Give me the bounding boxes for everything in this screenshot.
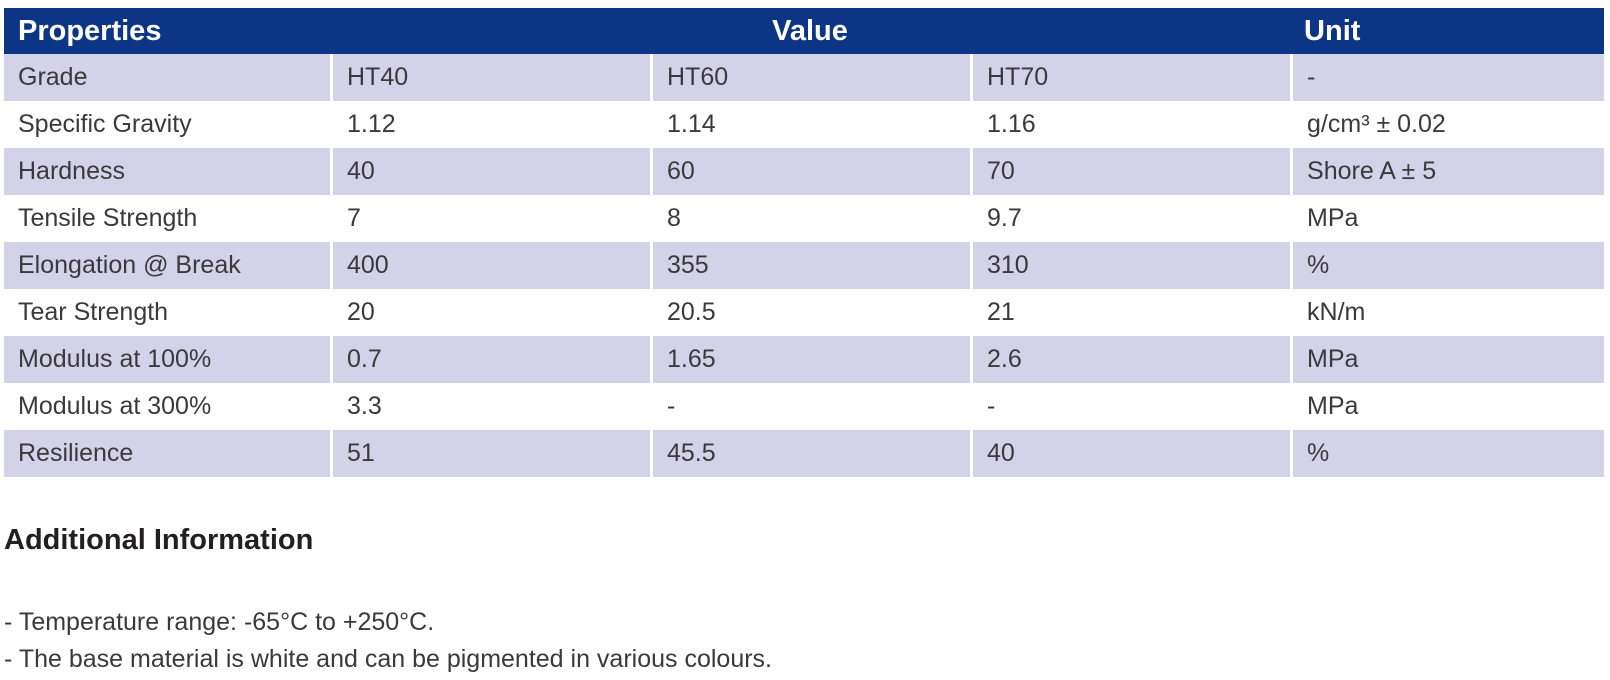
info-line-base-material: - The base material is white and can be …: [4, 645, 773, 673]
ht40-cell: 0.7: [330, 336, 650, 383]
property-cell: Tensile Strength: [4, 195, 330, 242]
ht60-cell: 20.5: [650, 289, 970, 336]
ht40-cell: HT40: [330, 54, 650, 101]
unit-cell: g/cm³ ± 0.02: [1290, 101, 1605, 148]
unit-cell: %: [1290, 242, 1605, 289]
table-header: Properties Value Unit: [4, 8, 1605, 54]
ht70-cell: 21: [970, 289, 1291, 336]
header-value: Value: [330, 8, 1291, 54]
header-properties: Properties: [4, 8, 330, 54]
ht40-cell: 1.12: [330, 101, 650, 148]
ht60-cell: 1.65: [650, 336, 970, 383]
ht70-cell: -: [970, 383, 1291, 430]
ht60-cell: HT60: [650, 54, 970, 101]
ht40-cell: 40: [330, 148, 650, 195]
unit-cell: MPa: [1290, 383, 1605, 430]
table-row: Grade HT40 HT60 HT70 -: [4, 54, 1605, 101]
ht70-cell: 310: [970, 242, 1291, 289]
ht60-cell: 8: [650, 195, 970, 242]
unit-cell: Shore A ± 5: [1290, 148, 1605, 195]
ht70-cell: 2.6: [970, 336, 1291, 383]
ht40-cell: 7: [330, 195, 650, 242]
table-body: Grade HT40 HT60 HT70 - Specific Gravity …: [4, 54, 1605, 477]
ht70-cell: 40: [970, 430, 1291, 477]
ht60-cell: 355: [650, 242, 970, 289]
unit-cell: MPa: [1290, 195, 1605, 242]
ht60-cell: 45.5: [650, 430, 970, 477]
additional-info-list: - Temperature range: -65°C to +250°C. - …: [4, 604, 772, 678]
ht40-cell: 20: [330, 289, 650, 336]
ht70-cell: 1.16: [970, 101, 1291, 148]
property-cell: Resilience: [4, 430, 330, 477]
unit-cell: MPa: [1290, 336, 1605, 383]
unit-cell: kN/m: [1290, 289, 1605, 336]
header-row: Properties Value Unit: [4, 8, 1605, 54]
property-cell: Elongation @ Break: [4, 242, 330, 289]
ht70-cell: 70: [970, 148, 1291, 195]
property-cell: Modulus at 300%: [4, 383, 330, 430]
table-row: Resilience 51 45.5 40 %: [4, 430, 1605, 477]
unit-cell: -: [1290, 54, 1605, 101]
property-cell: Hardness: [4, 148, 330, 195]
property-cell: Tear Strength: [4, 289, 330, 336]
info-line-temperature: - Temperature range: -65°C to +250°C.: [4, 608, 435, 636]
property-cell: Specific Gravity: [4, 101, 330, 148]
ht60-cell: 60: [650, 148, 970, 195]
ht40-cell: 400: [330, 242, 650, 289]
ht70-cell: 9.7: [970, 195, 1291, 242]
property-cell: Grade: [4, 54, 330, 101]
ht60-cell: -: [650, 383, 970, 430]
table-row: Tensile Strength 7 8 9.7 MPa: [4, 195, 1605, 242]
header-unit: Unit: [1290, 8, 1605, 54]
property-cell: Modulus at 100%: [4, 336, 330, 383]
ht60-cell: 1.14: [650, 101, 970, 148]
ht70-cell: HT70: [970, 54, 1291, 101]
table-row: Hardness 40 60 70 Shore A ± 5: [4, 148, 1605, 195]
ht40-cell: 51: [330, 430, 650, 477]
ht40-cell: 3.3: [330, 383, 650, 430]
table-row: Specific Gravity 1.12 1.14 1.16 g/cm³ ± …: [4, 101, 1605, 148]
table-row: Modulus at 300% 3.3 - - MPa: [4, 383, 1605, 430]
table-row: Modulus at 100% 0.7 1.65 2.6 MPa: [4, 336, 1605, 383]
additional-info-title: Additional Information: [4, 524, 314, 556]
table-row: Elongation @ Break 400 355 310 %: [4, 242, 1605, 289]
properties-table: Properties Value Unit Grade HT40 HT60 HT…: [4, 8, 1605, 477]
table-row: Tear Strength 20 20.5 21 kN/m: [4, 289, 1605, 336]
unit-cell: %: [1290, 430, 1605, 477]
